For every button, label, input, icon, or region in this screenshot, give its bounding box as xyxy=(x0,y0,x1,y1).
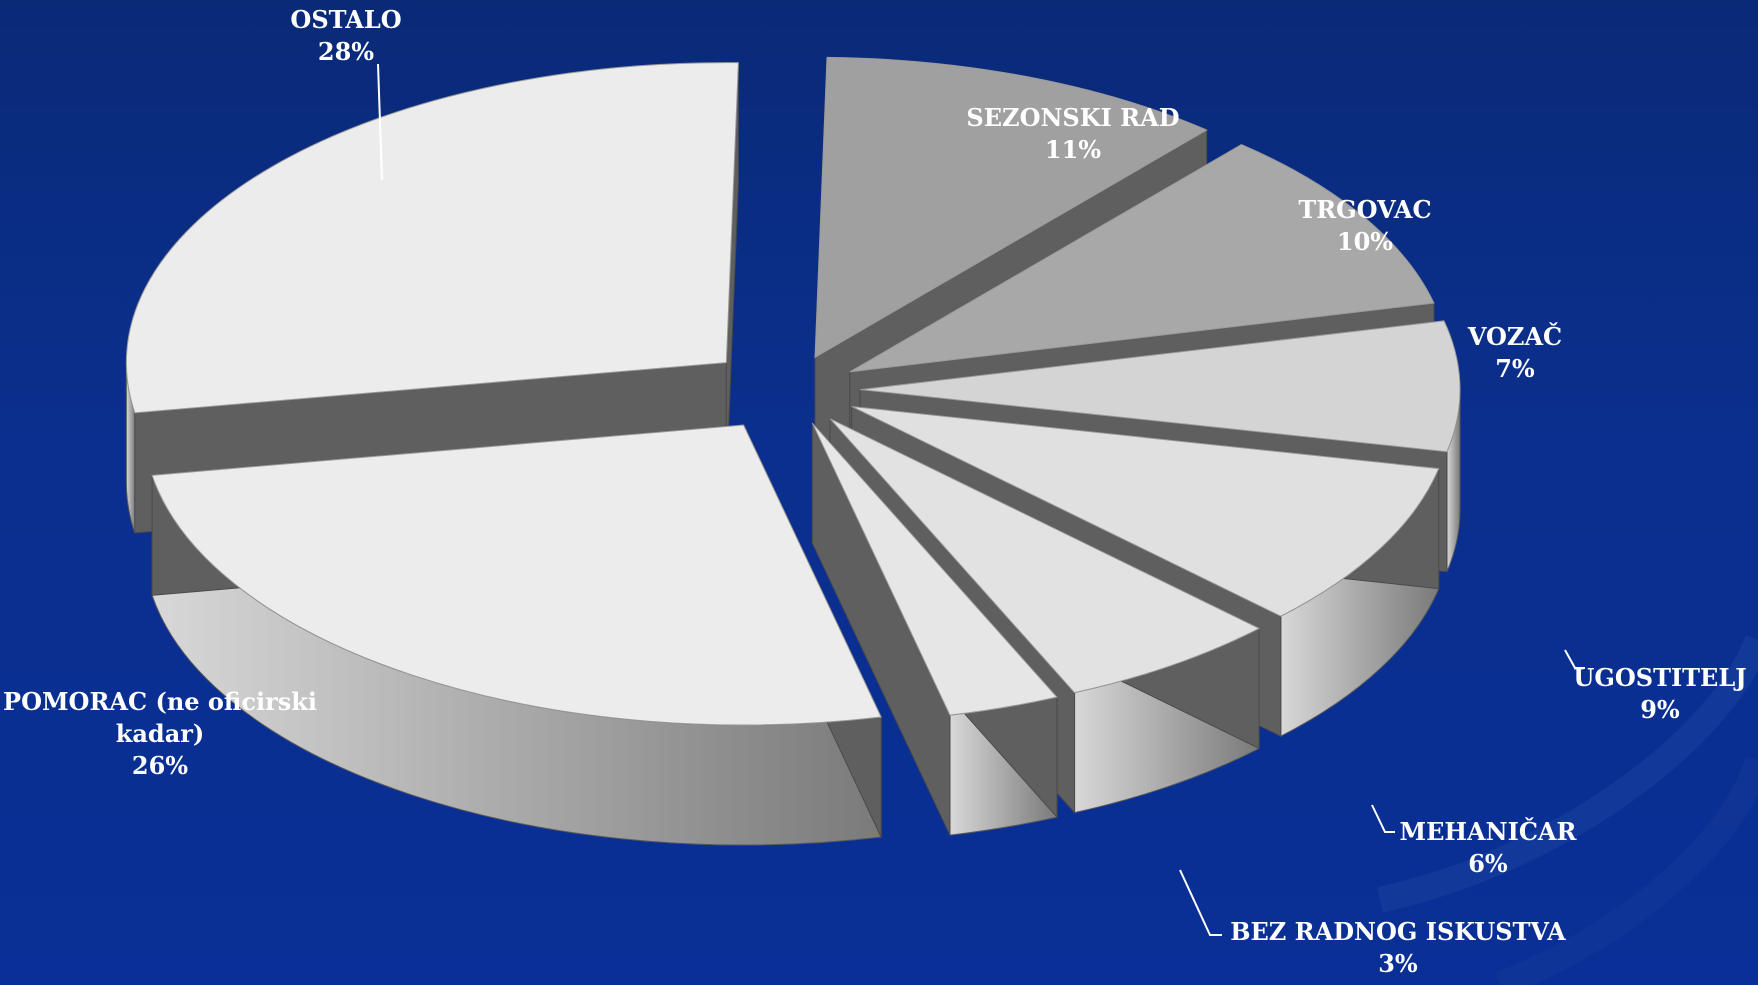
slice-value-label: 3% xyxy=(1378,949,1418,978)
background-swoosh xyxy=(1495,756,1758,985)
slice-value-label: 6% xyxy=(1468,849,1508,878)
leader-line xyxy=(1179,869,1222,936)
slice-label: MEHANIČAR 6% xyxy=(1400,817,1578,878)
pie-slice xyxy=(811,421,1058,836)
slice-value-label: 7% xyxy=(1495,354,1535,383)
slice-value-label: 10% xyxy=(1337,227,1393,256)
slice-label: POMORAC (ne oficirski kadar) 26% xyxy=(3,687,317,780)
slice-value-label: 9% xyxy=(1640,695,1680,724)
slice-label: SEZONSKI RAD 11% xyxy=(966,103,1179,164)
slice-label: UGOSTITELJ 9% xyxy=(1573,663,1746,724)
slice-value-label: 26% xyxy=(132,751,188,780)
slice-value-label: 11% xyxy=(1045,135,1101,164)
pie-slice xyxy=(151,424,882,846)
slice-label: BEZ RADNOG ISKUSTVA 3% xyxy=(1230,917,1566,978)
slice-label: TRGOVAC 10% xyxy=(1298,195,1431,256)
leader-line xyxy=(1371,804,1395,833)
leader-line xyxy=(377,63,383,181)
slice-value-label: 28% xyxy=(318,37,374,66)
background-swoosh xyxy=(1377,635,1758,913)
leader-line xyxy=(1564,649,1585,669)
slice-label: VOZAČ 7% xyxy=(1467,322,1562,383)
slice-label: OSTALO 28% xyxy=(290,5,401,66)
